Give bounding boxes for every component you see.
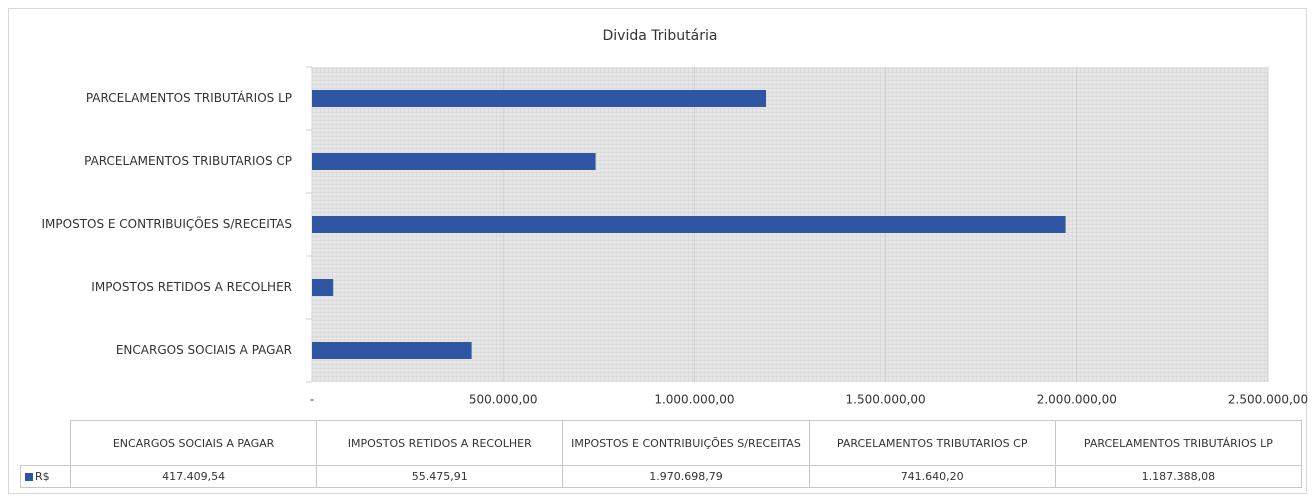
bar	[312, 216, 1066, 233]
table-value: 417.409,54	[70, 465, 318, 488]
y-tick-label: IMPOSTOS E CONTRIBUIÇÕES S/RECEITAS	[42, 216, 293, 231]
table-value: 55.475,91	[316, 465, 564, 488]
x-tick-label: 1.000.000,00	[654, 393, 734, 407]
bar	[312, 90, 767, 107]
y-tick-label: PARCELAMENTOS TRIBUTARIOS CP	[84, 154, 292, 168]
bar	[312, 279, 334, 296]
x-tick-label: 1.500.000,00	[846, 393, 926, 407]
bar	[312, 342, 472, 359]
table-header: IMPOSTOS E CONTRIBUIÇÕES S/RECEITAS	[562, 420, 810, 466]
y-tick-label: PARCELAMENTOS TRIBUTÁRIOS LP	[86, 90, 292, 105]
table-header: IMPOSTOS RETIDOS A RECOLHER	[316, 420, 564, 466]
legend-key	[25, 472, 33, 481]
table-value: 1.187.388,08	[1054, 465, 1302, 488]
y-tick-label: ENCARGOS SOCIAIS A PAGAR	[116, 343, 292, 357]
x-tick-label: 500.000,00	[469, 393, 538, 407]
table-header: PARCELAMENTOS TRIBUTÁRIOS LP	[1054, 420, 1302, 466]
x-tick-label: 2.500.000,00	[1228, 393, 1308, 407]
x-tick-label: -	[310, 393, 314, 407]
table-header: PARCELAMENTOS TRIBUTARIOS CP	[808, 420, 1056, 466]
table-value: 1.970.698,79	[562, 465, 810, 488]
y-tick-label: IMPOSTOS RETIDOS A RECOLHER	[91, 280, 292, 294]
chart-title: Divida Tributária	[603, 28, 718, 44]
table-legend: R$	[20, 465, 71, 488]
bar	[312, 153, 596, 170]
table-value: 741.640,20	[808, 465, 1056, 488]
table-header: ENCARGOS SOCIAIS A PAGAR	[70, 420, 318, 466]
x-tick-label: 2.000.000,00	[1037, 393, 1117, 407]
legend-label: R$	[35, 470, 50, 483]
